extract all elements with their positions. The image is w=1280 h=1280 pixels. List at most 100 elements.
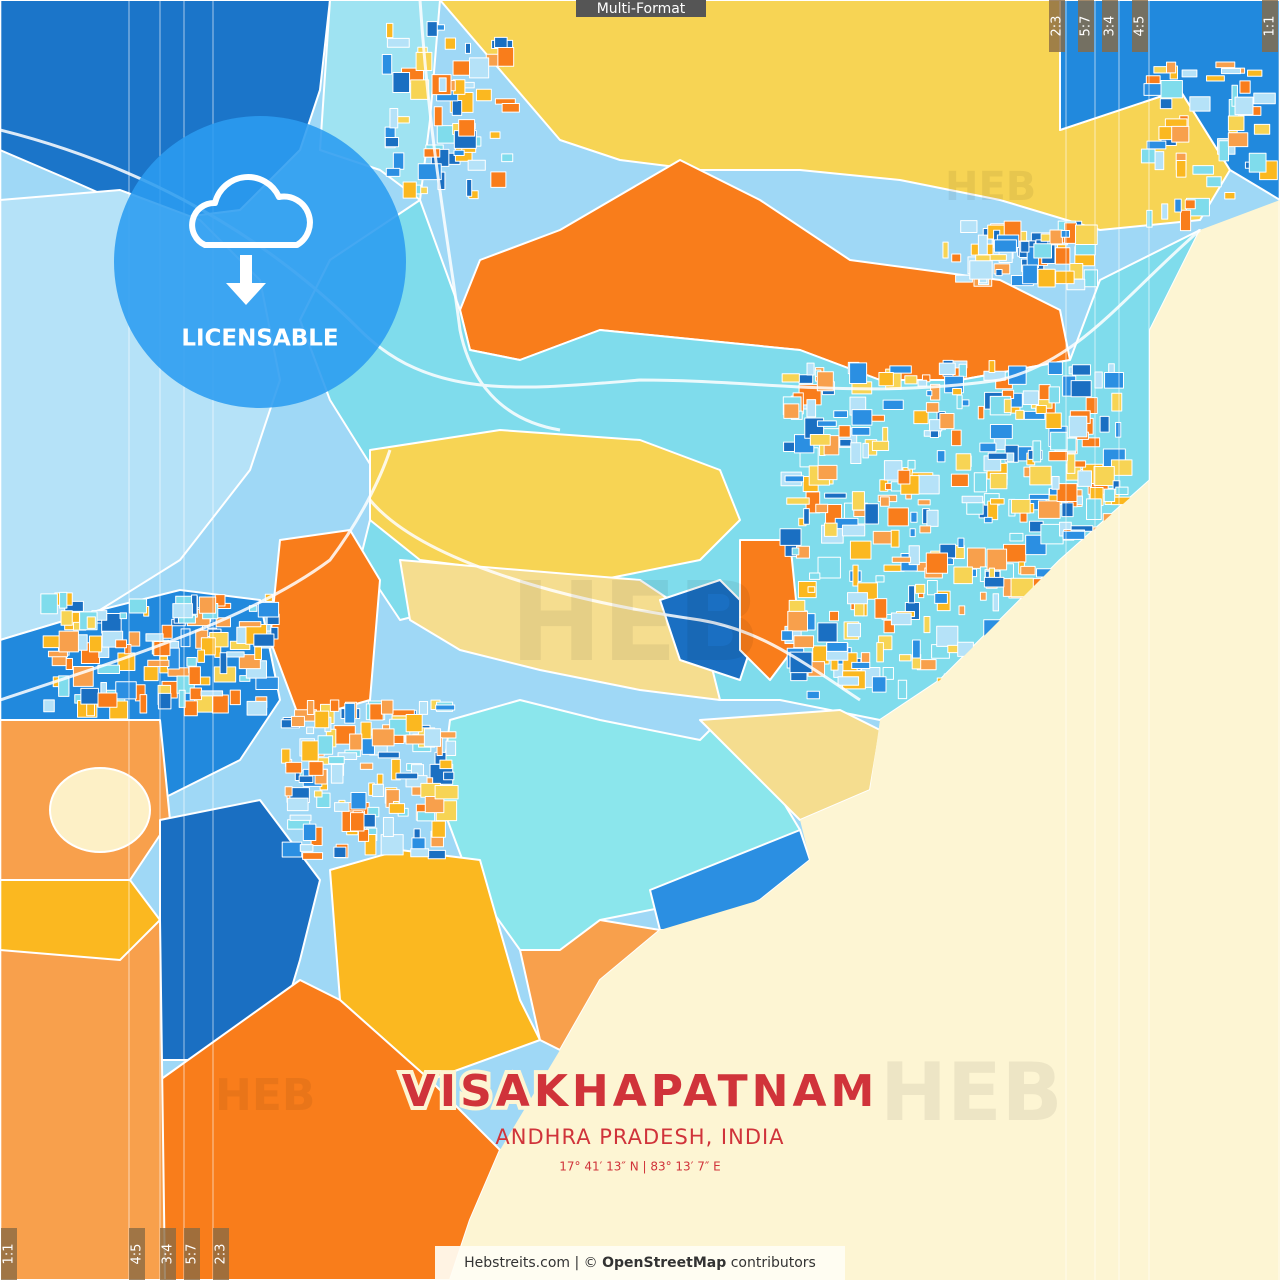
- city-block: [876, 642, 884, 663]
- city-block: [850, 442, 862, 464]
- crop-tab: [1102, 0, 1118, 52]
- city-block: [490, 171, 507, 188]
- city-block: [433, 106, 443, 127]
- city-block: [878, 371, 894, 387]
- city-block: [851, 661, 871, 670]
- city-block: [281, 748, 291, 764]
- city-block: [841, 524, 866, 537]
- city-block: [1061, 502, 1074, 518]
- city-block: [97, 692, 118, 708]
- city-block: [139, 694, 148, 714]
- city-block: [816, 420, 837, 427]
- road: [0, 449, 392, 702]
- city-block: [436, 125, 455, 144]
- city-block: [1020, 240, 1030, 253]
- city-block: [909, 528, 916, 538]
- city-block: [1048, 451, 1068, 462]
- city-block: [418, 700, 429, 715]
- city-block: [444, 37, 457, 50]
- city-block: [1159, 98, 1173, 110]
- city-block: [797, 580, 817, 599]
- city-block: [306, 700, 315, 716]
- city-block: [435, 704, 456, 711]
- city-block: [389, 108, 399, 129]
- city-block: [1023, 410, 1046, 420]
- city-block: [992, 593, 1000, 612]
- crop-label: 4:5: [130, 1244, 145, 1265]
- city-block: [853, 602, 865, 617]
- city-block: [936, 450, 946, 463]
- city-block: [969, 260, 993, 280]
- city-block: [1160, 80, 1183, 99]
- city-block: [913, 410, 929, 425]
- city-block: [986, 548, 1008, 571]
- city-block: [464, 42, 471, 54]
- city-block: [253, 633, 275, 647]
- city-block: [803, 508, 810, 525]
- city-block: [1093, 466, 1115, 486]
- city-block: [817, 556, 841, 579]
- city-block: [1022, 390, 1040, 405]
- city-block: [926, 390, 933, 397]
- city-block: [349, 733, 363, 751]
- city-block: [380, 699, 394, 715]
- city-block: [898, 654, 912, 662]
- city-block: [897, 469, 911, 485]
- crop-tab: [1262, 0, 1278, 52]
- city-block: [927, 579, 938, 596]
- city-block: [226, 651, 245, 658]
- city-block: [1171, 125, 1190, 143]
- city-block: [1038, 384, 1051, 401]
- city-block: [882, 667, 894, 680]
- city-block: [313, 790, 323, 798]
- city-block: [817, 464, 838, 481]
- city-block: [434, 784, 459, 800]
- city-block: [308, 761, 324, 776]
- city-block: [809, 434, 831, 446]
- city-block: [380, 834, 404, 856]
- city-block: [1045, 412, 1062, 429]
- city-block: [1115, 421, 1122, 438]
- city-block: [875, 575, 885, 583]
- city-block: [198, 596, 217, 614]
- city-block: [188, 666, 201, 685]
- city-block: [1077, 470, 1093, 487]
- region-subtitle: ANDHRA PRADESH, INDIA: [495, 1125, 784, 1149]
- city-block: [1037, 500, 1061, 519]
- city-block: [1239, 80, 1251, 94]
- city-block: [1227, 115, 1245, 132]
- city-block: [1166, 61, 1177, 74]
- city-block: [270, 626, 279, 640]
- city-block: [781, 630, 793, 641]
- city-block: [824, 492, 847, 499]
- city-block: [443, 771, 455, 781]
- district: [0, 879, 161, 961]
- city-block: [1175, 159, 1187, 178]
- city-block: [416, 811, 436, 822]
- city-block: [317, 735, 334, 755]
- crop-label: 4:5: [1133, 16, 1148, 37]
- city-block: [1028, 493, 1050, 500]
- city-block: [829, 610, 840, 622]
- city-block: [330, 763, 344, 784]
- attribution-suffix: contributors: [731, 1255, 816, 1271]
- city-block: [966, 547, 986, 569]
- city-block: [934, 593, 948, 604]
- city-block: [1247, 69, 1263, 77]
- city-block: [786, 497, 810, 505]
- city-block: [468, 57, 490, 79]
- city-block: [402, 181, 417, 199]
- city-block: [925, 552, 949, 574]
- city-block: [977, 405, 985, 420]
- city-block: [781, 373, 800, 383]
- city-block: [143, 666, 159, 682]
- city-block: [1248, 152, 1267, 173]
- city-block: [1003, 398, 1012, 414]
- cloud-icon: [189, 174, 313, 248]
- city-block: [791, 547, 800, 556]
- city-block: [826, 641, 848, 652]
- city-block: [1066, 278, 1086, 291]
- city-block: [1161, 203, 1169, 220]
- city-block: [219, 652, 228, 675]
- city-block: [908, 585, 916, 604]
